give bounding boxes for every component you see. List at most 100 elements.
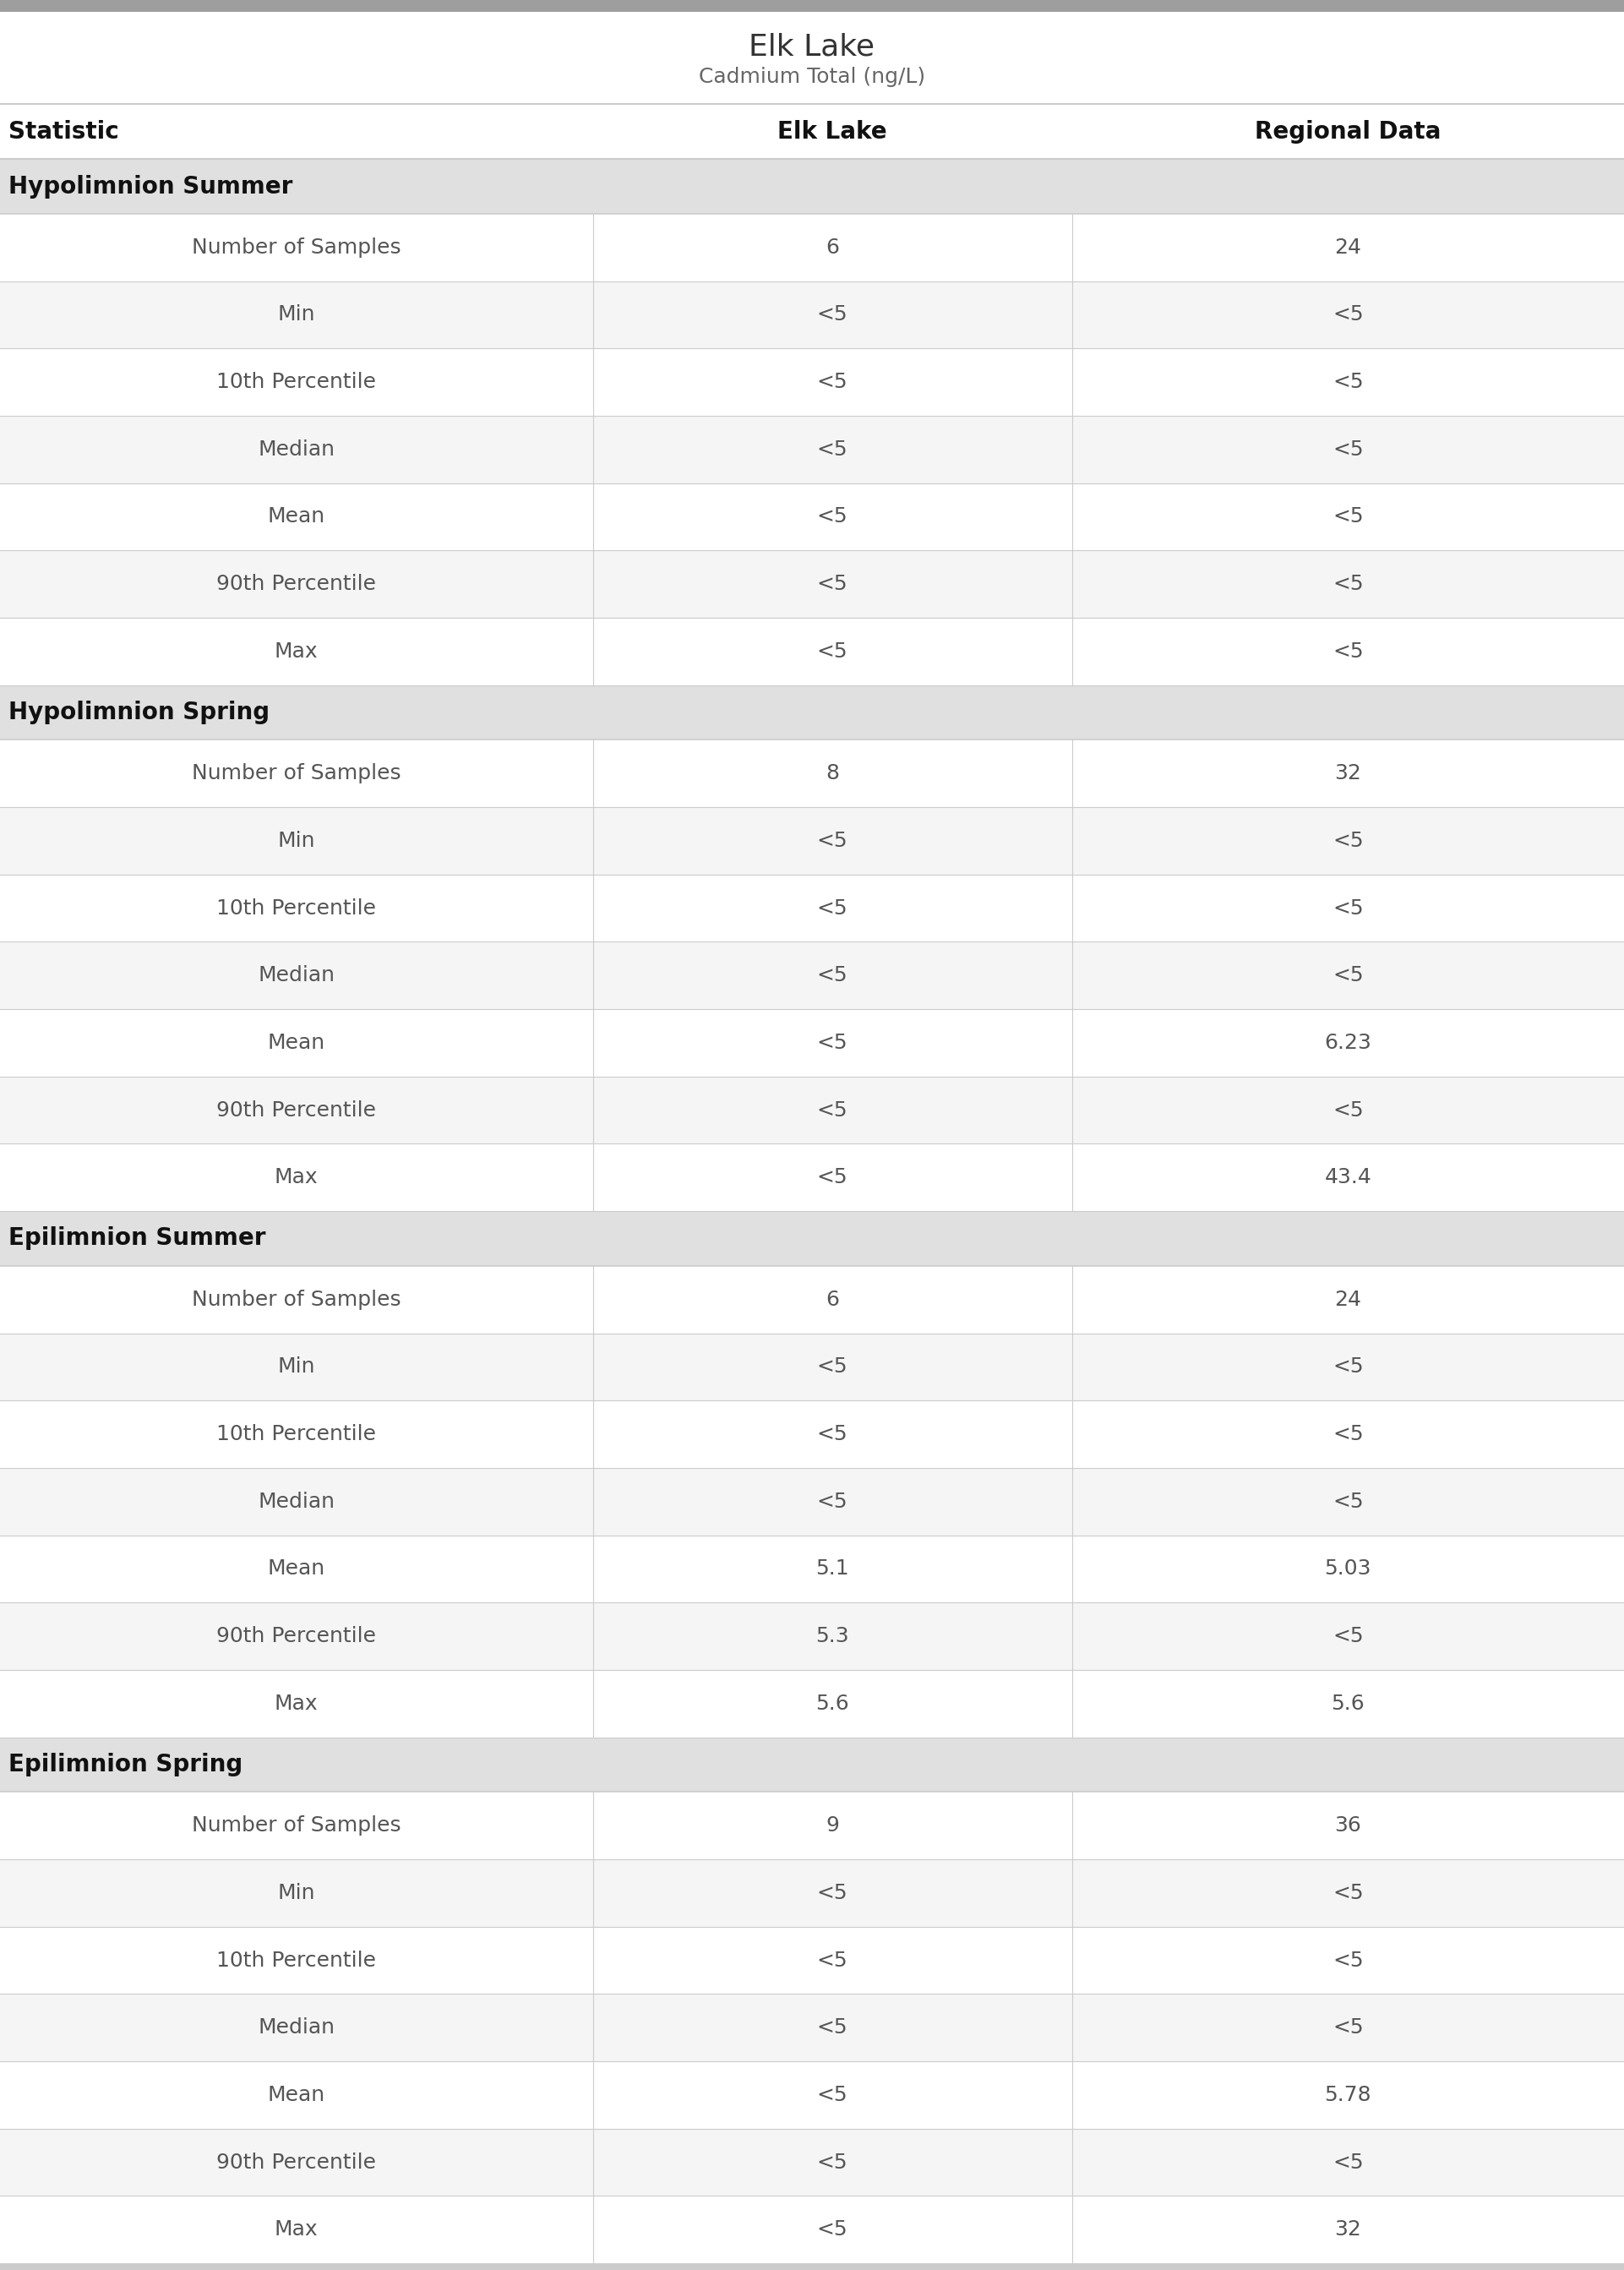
Text: 6: 6 xyxy=(825,1289,840,1310)
Text: <5: <5 xyxy=(817,1423,848,1444)
Text: <5: <5 xyxy=(1332,506,1364,527)
Bar xyxy=(0,1076,1624,1144)
Text: 90th Percentile: 90th Percentile xyxy=(216,1101,377,1121)
Text: 5.78: 5.78 xyxy=(1325,2084,1371,2104)
Text: Hypolimnion Summer: Hypolimnion Summer xyxy=(8,175,292,197)
Text: <5: <5 xyxy=(817,2220,848,2240)
Text: <5: <5 xyxy=(1332,1625,1364,1646)
Text: 10th Percentile: 10th Percentile xyxy=(216,1950,377,1970)
Text: Epilimnion Spring: Epilimnion Spring xyxy=(8,1752,242,1777)
Text: <5: <5 xyxy=(1332,1950,1364,1970)
Text: 5.03: 5.03 xyxy=(1325,1559,1371,1580)
Bar xyxy=(0,2129,1624,2195)
Bar xyxy=(0,350,1624,415)
Text: Mean: Mean xyxy=(268,506,325,527)
Bar xyxy=(0,1535,1624,1603)
Text: 90th Percentile: 90th Percentile xyxy=(216,2152,377,2172)
Text: <5: <5 xyxy=(817,440,848,459)
Bar xyxy=(0,1671,1624,1737)
Bar xyxy=(0,484,1624,549)
Text: 9: 9 xyxy=(825,1816,840,1836)
Bar xyxy=(0,0,1624,11)
Text: <5: <5 xyxy=(1332,1491,1364,1512)
Text: 10th Percentile: 10th Percentile xyxy=(216,899,377,919)
Text: 10th Percentile: 10th Percentile xyxy=(216,1423,377,1444)
Bar xyxy=(0,1212,1624,1267)
Bar xyxy=(0,549,1624,617)
Text: Elk Lake: Elk Lake xyxy=(749,32,875,61)
Bar xyxy=(0,1332,1624,1401)
Bar xyxy=(0,1993,1624,2061)
Bar xyxy=(0,213,1624,281)
Text: Number of Samples: Number of Samples xyxy=(192,763,401,783)
Text: <5: <5 xyxy=(817,1167,848,1187)
Bar xyxy=(0,1010,1624,1076)
Bar xyxy=(0,104,1624,159)
Text: <5: <5 xyxy=(817,965,848,985)
Bar xyxy=(0,2061,1624,2129)
Text: 36: 36 xyxy=(1335,1816,1361,1836)
Text: <5: <5 xyxy=(817,304,848,325)
Bar xyxy=(0,2195,1624,2263)
Bar xyxy=(0,415,1624,484)
Bar xyxy=(0,808,1624,874)
Text: 5.1: 5.1 xyxy=(815,1559,849,1580)
Text: Median: Median xyxy=(258,2018,335,2038)
Text: Number of Samples: Number of Samples xyxy=(192,1289,401,1310)
Bar xyxy=(0,281,1624,350)
Text: <5: <5 xyxy=(1332,965,1364,985)
Text: 6: 6 xyxy=(825,238,840,257)
Text: <5: <5 xyxy=(817,1357,848,1378)
Bar xyxy=(0,942,1624,1010)
Text: 10th Percentile: 10th Percentile xyxy=(216,372,377,393)
Text: 32: 32 xyxy=(1335,2220,1361,2240)
Text: <5: <5 xyxy=(817,574,848,595)
Text: 5.3: 5.3 xyxy=(815,1625,849,1646)
Bar xyxy=(0,1859,1624,1927)
Text: 90th Percentile: 90th Percentile xyxy=(216,1625,377,1646)
Text: Max: Max xyxy=(274,642,318,661)
Text: <5: <5 xyxy=(817,831,848,851)
Bar xyxy=(0,617,1624,686)
Text: <5: <5 xyxy=(1332,2018,1364,2038)
Text: <5: <5 xyxy=(1332,574,1364,595)
Text: <5: <5 xyxy=(1332,1357,1364,1378)
Bar xyxy=(0,1401,1624,1469)
Text: Max: Max xyxy=(274,1693,318,1714)
Bar xyxy=(0,1469,1624,1535)
Text: 43.4: 43.4 xyxy=(1324,1167,1372,1187)
Text: 24: 24 xyxy=(1335,238,1361,257)
Text: <5: <5 xyxy=(1332,1882,1364,1902)
Text: Min: Min xyxy=(278,831,315,851)
Text: Median: Median xyxy=(258,965,335,985)
Bar xyxy=(0,1737,1624,1791)
Bar xyxy=(0,11,1624,104)
Text: <5: <5 xyxy=(817,2152,848,2172)
Text: Statistic: Statistic xyxy=(8,120,119,143)
Bar xyxy=(0,159,1624,213)
Text: Mean: Mean xyxy=(268,1559,325,1580)
Bar xyxy=(0,2263,1624,2270)
Text: 5.6: 5.6 xyxy=(815,1693,849,1714)
Text: <5: <5 xyxy=(817,1033,848,1053)
Text: Number of Samples: Number of Samples xyxy=(192,1816,401,1836)
Bar xyxy=(0,1267,1624,1332)
Text: <5: <5 xyxy=(817,899,848,919)
Text: <5: <5 xyxy=(1332,642,1364,661)
Text: Min: Min xyxy=(278,1882,315,1902)
Text: 5.6: 5.6 xyxy=(1332,1693,1364,1714)
Text: <5: <5 xyxy=(817,1101,848,1121)
Bar xyxy=(0,1144,1624,1212)
Text: Epilimnion Summer: Epilimnion Summer xyxy=(8,1226,266,1251)
Bar xyxy=(0,874,1624,942)
Text: <5: <5 xyxy=(1332,372,1364,393)
Text: <5: <5 xyxy=(817,506,848,527)
Text: <5: <5 xyxy=(1332,440,1364,459)
Text: 6.23: 6.23 xyxy=(1324,1033,1372,1053)
Text: 24: 24 xyxy=(1335,1289,1361,1310)
Text: <5: <5 xyxy=(1332,899,1364,919)
Text: Regional Data: Regional Data xyxy=(1255,120,1440,143)
Text: <5: <5 xyxy=(817,2018,848,2038)
Text: <5: <5 xyxy=(1332,2152,1364,2172)
Text: 8: 8 xyxy=(825,763,840,783)
